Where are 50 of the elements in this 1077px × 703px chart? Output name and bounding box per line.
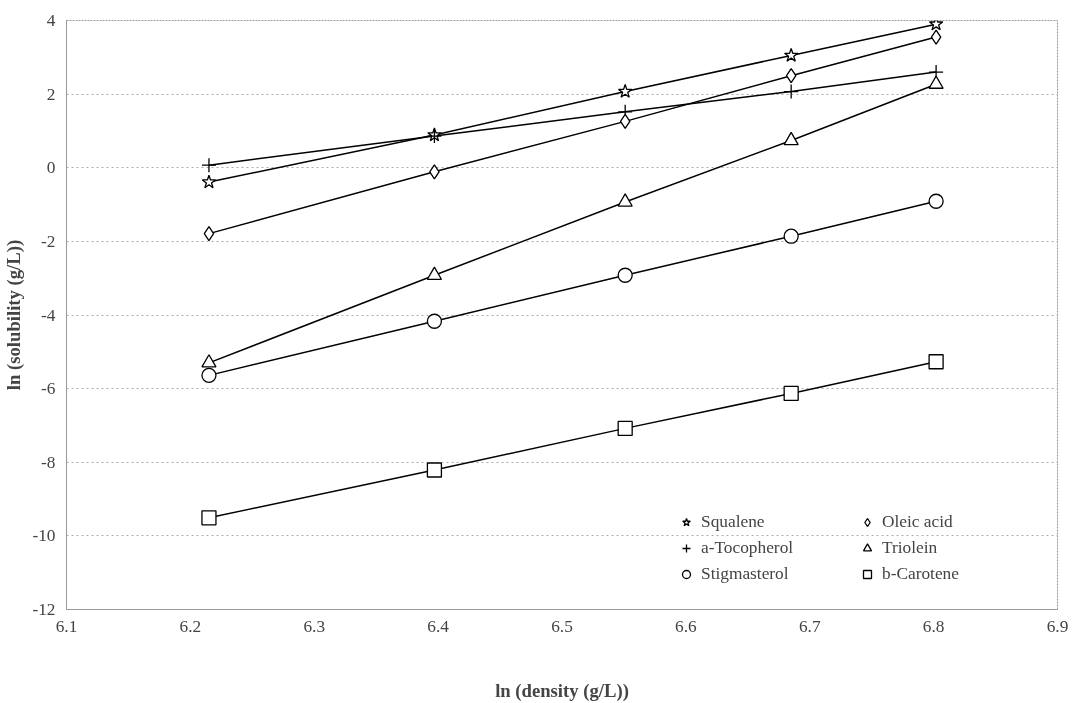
point — [928, 75, 944, 89]
point — [617, 193, 633, 207]
x-tick-label: 6.7 — [798, 616, 821, 636]
y-tick-label: -6 — [41, 379, 56, 399]
point — [783, 131, 799, 146]
x-tick-label: 6.6 — [675, 616, 698, 636]
point — [617, 83, 633, 98]
point — [783, 47, 799, 62]
y-tick-label: 4 — [46, 11, 56, 30]
x-tick-label: 6.2 — [179, 616, 202, 636]
point — [785, 68, 797, 84]
point — [928, 193, 944, 209]
x-tick-label: 6.8 — [922, 616, 945, 636]
point — [201, 510, 217, 526]
x-tick-label: 6.1 — [55, 616, 78, 636]
point — [617, 420, 633, 437]
y-tick-label: -12 — [32, 600, 56, 619]
legend-label: Squalene — [701, 512, 766, 532]
y-tick-label: -8 — [41, 452, 56, 472]
x-tick-label: 6.5 — [551, 616, 573, 636]
y-tick-label: -4 — [41, 305, 56, 325]
legend-label: a-Tocopherol — [701, 538, 795, 558]
point — [201, 354, 217, 368]
point — [928, 354, 944, 370]
legend-label: Triolein — [882, 538, 939, 558]
point — [619, 113, 631, 130]
x-tick-label: 6.3 — [303, 616, 326, 636]
x-tick-label: 6.4 — [427, 616, 450, 636]
point — [930, 29, 942, 45]
point — [783, 83, 799, 100]
point — [426, 462, 443, 478]
point — [783, 385, 799, 402]
point — [201, 367, 217, 384]
y-tick-label: -10 — [32, 526, 56, 546]
legend-label: Stigmasterol — [701, 564, 790, 584]
x-tick-label: 6.9 — [1046, 616, 1069, 636]
point — [426, 313, 443, 329]
point — [201, 157, 217, 173]
y-tick-label: 0 — [46, 158, 56, 178]
legend-label: b-Carotene — [882, 564, 960, 584]
point — [783, 228, 799, 244]
point — [203, 225, 215, 242]
point — [201, 174, 217, 189]
y-tick-label: 2 — [46, 84, 56, 104]
y-axis-title: ln (solubility (g/L)) — [3, 239, 26, 391]
point — [617, 267, 633, 283]
x-axis-title: ln (density (g/L)) — [495, 679, 629, 702]
point — [426, 266, 443, 280]
legend-label: Oleic acid — [882, 512, 954, 532]
y-tick-label: -2 — [41, 231, 56, 251]
